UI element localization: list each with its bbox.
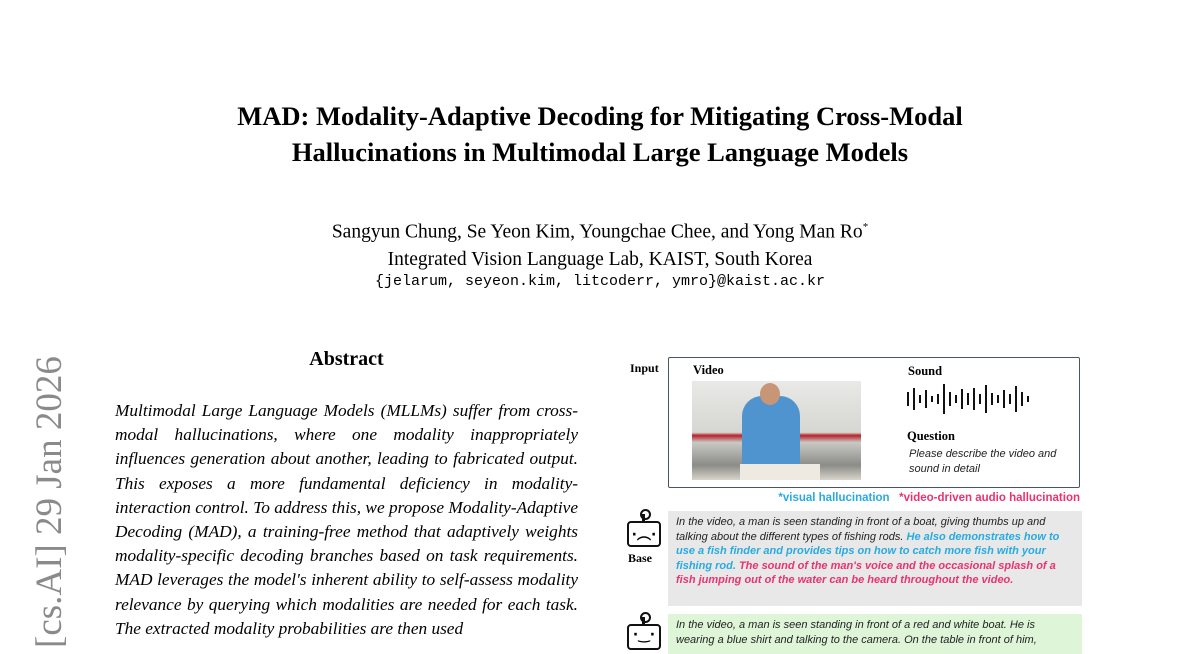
waveform-bar <box>913 388 915 410</box>
sad-robot-icon: ·︵· <box>627 509 661 547</box>
waveform-bar <box>943 384 945 414</box>
waveform-bar <box>985 385 987 413</box>
waveform-bar <box>991 393 993 405</box>
video-person <box>742 396 800 466</box>
title-line-2: Hallucinations in Multimodal Large Langu… <box>291 137 909 167</box>
waveform-bar <box>1015 386 1017 412</box>
sound-label: Sound <box>908 364 943 378</box>
waveform-bar <box>931 396 933 402</box>
waveform-bar <box>1003 390 1005 408</box>
waveform-bar <box>1021 392 1023 406</box>
waveform-bar <box>925 390 927 408</box>
question-text: Please describe the video and sound in d… <box>909 448 1057 475</box>
abstract-text: Multimodal Large Language Models (MLLMs)… <box>115 401 578 638</box>
base-response: In the video, a man is seen standing in … <box>668 511 1082 606</box>
happy-robot-icon: ·‿· <box>627 612 661 650</box>
waveform-bar <box>967 393 969 405</box>
waveform-bar <box>1027 396 1029 402</box>
legend: *visual hallucination *video-driven audi… <box>700 492 1080 504</box>
waveform-bar <box>949 392 951 406</box>
base-normal-text: In the video, a man is seen standing in … <box>676 516 1046 543</box>
corresponding-mark: * <box>862 221 869 233</box>
question-label: Question <box>907 429 955 443</box>
legend-audio: *video-driven audio hallucination <box>899 492 1080 504</box>
base-audio-hallucination: The sound of the man's voice and the occ… <box>676 559 1056 587</box>
arxiv-stamp: [cs.AI] 29 Jan 2026 <box>29 356 70 648</box>
video-table <box>740 464 820 480</box>
waveform-bar <box>961 389 963 409</box>
waveform-bar <box>979 394 981 404</box>
input-box <box>668 357 1080 488</box>
input-label: Input <box>630 361 659 375</box>
waveform-bar <box>955 395 957 403</box>
waveform-bar <box>997 395 999 403</box>
base-visual-hallucination: He also demonstrates how to use a fish f… <box>676 530 1060 572</box>
waveform-bar <box>1009 394 1011 404</box>
legend-visual: *visual hallucination <box>778 492 890 504</box>
video-person-head <box>760 383 780 405</box>
affiliation: Integrated Vision Language Lab, KAIST, S… <box>387 248 813 270</box>
authors: Sangyun Chung, Se Yeon Kim, Youngchae Ch… <box>331 221 863 243</box>
title-line-1: MAD: Modality-Adaptive Decoding for Miti… <box>237 101 963 131</box>
mad-response: In the video, a man is seen standing in … <box>668 614 1082 654</box>
emails: {jelarum, seyeon.kim, litcoderr, ymro}@k… <box>374 273 826 290</box>
waveform-bar <box>907 392 909 406</box>
base-label: Base <box>628 551 652 565</box>
waveform-bar <box>973 388 975 410</box>
waveform-bar <box>937 394 939 404</box>
waveform-bar <box>919 395 921 403</box>
sound-waveform-icon <box>907 384 1029 414</box>
author-block: Sangyun Chung, Se Yeon Kim, Youngchae Ch… <box>150 214 1050 273</box>
video-label: Video <box>693 363 724 377</box>
abstract-heading: Abstract <box>309 348 384 370</box>
paper-title: MAD: Modality-Adaptive Decoding for Miti… <box>150 98 1050 170</box>
